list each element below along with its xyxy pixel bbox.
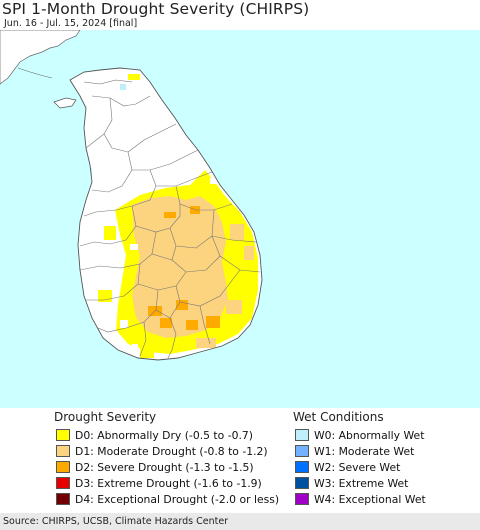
jaffna-lagoon [83,79,133,85]
legend-d1: D1: Moderate Drought (-0.8 to -1.2) [56,444,268,458]
w0-label: W0: Abnormally Wet [314,428,425,442]
legend-d3: D3: Extreme Drought (-1.6 to -1.9) [56,476,262,490]
map-subtitle: Jun. 16 - Jul. 15, 2024 [final] [4,18,138,29]
w3-swatch [295,477,309,489]
legend-w3: W3: Extreme Wet [295,476,408,490]
legend-d0: D0: Abnormally Dry (-0.5 to -0.7) [56,428,253,442]
d2-swatch [56,461,70,473]
w0-swatch [295,429,309,441]
w3-label: W3: Extreme Wet [314,476,409,490]
d0-label: D0: Abnormally Dry (-0.5 to -0.7) [75,428,253,442]
legend-d2: D2: Severe Drought (-1.3 to -1.5) [56,460,254,474]
india-coast-islets [17,67,53,79]
district-boundaries [79,95,261,359]
w1-swatch [295,445,309,457]
map-title: SPI 1-Month Drought Severity (CHIRPS) [2,0,310,18]
legend-w2: W2: Severe Wet [295,460,400,474]
drought-legend-title: Drought Severity [54,410,157,424]
d1-label: D1: Moderate Drought (-0.8 to -1.2) [75,444,268,458]
sri-lanka-coastline [69,67,263,361]
d3-label: D3: Extreme Drought (-1.6 to -1.9) [75,476,262,490]
d4-label: D4: Exceptional Drought (-2.0 or less) [75,492,280,506]
d2-label: D2: Severe Drought (-1.3 to -1.5) [75,460,254,474]
wet-legend-title: Wet Conditions [293,410,384,424]
source-credit: Source: CHIRPS, UCSB, Climate Hazards Ce… [3,516,229,527]
d3-swatch [56,477,70,489]
footer-bar [0,513,480,530]
legend-d4: D4: Exceptional Drought (-2.0 or less) [56,492,279,506]
legend-w4: W4: Exceptional Wet [295,492,426,506]
mannar-island [53,97,77,109]
india-mainland [0,30,81,85]
w2-swatch [295,461,309,473]
legend-w0: W0: Abnormally Wet [295,428,424,442]
w4-swatch [295,493,309,505]
legend-w1: W1: Moderate Wet [295,444,414,458]
d1-swatch [56,445,70,457]
d0-swatch [56,429,70,441]
d4-swatch [56,493,70,505]
normal-holes [120,178,216,350]
w1-label: W1: Moderate Wet [314,444,415,458]
drought-map [0,30,480,408]
w4-label: W4: Exceptional Wet [314,492,426,506]
w2-label: W2: Severe Wet [314,460,401,474]
